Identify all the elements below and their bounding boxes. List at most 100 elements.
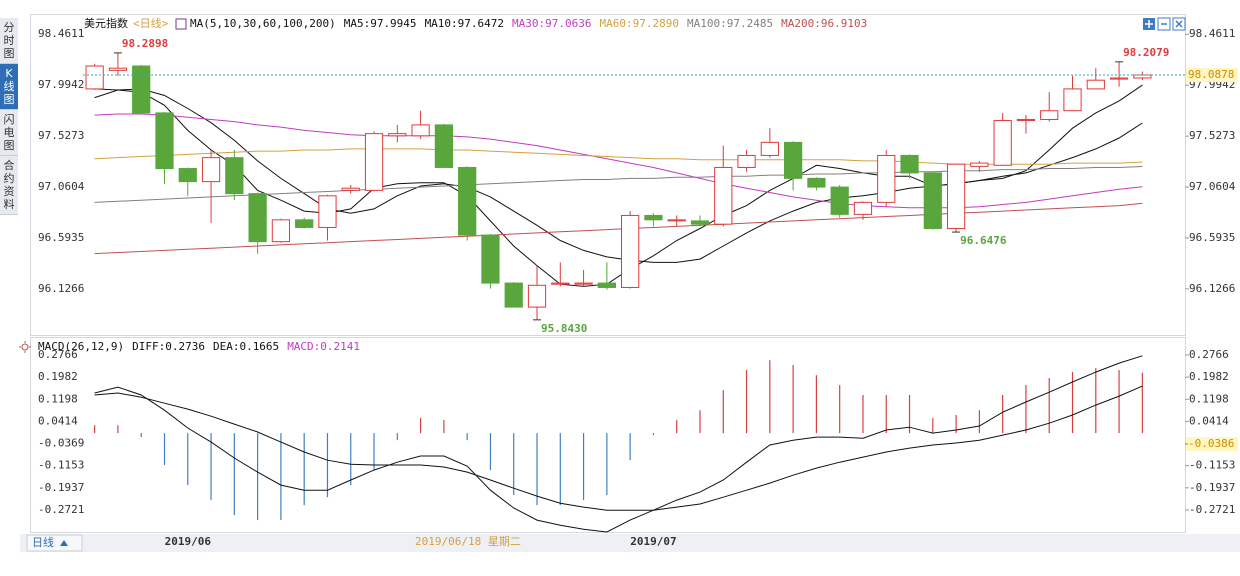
sidebar-tab[interactable]: 闪电图 <box>0 110 18 156</box>
y2-tick-label: 0.0414 <box>1189 414 1229 427</box>
ma-line <box>94 385 1143 511</box>
candle-body <box>923 172 942 230</box>
cursor-value-label: -0.0386 <box>1188 437 1234 450</box>
y2-tick-label: 0.2766 <box>1189 348 1229 361</box>
chart-subtitle: <日线> <box>133 16 169 30</box>
main-frame <box>30 14 1186 336</box>
candle-body <box>295 219 314 228</box>
candle-body <box>1133 74 1152 79</box>
candle-body <box>900 154 919 174</box>
ma-line <box>94 88 1143 263</box>
cursor-date: 2019/06/18 星期二 <box>415 535 521 548</box>
ma-line <box>94 355 1143 533</box>
ma-line <box>94 148 1143 165</box>
y2-tick-label: 97.5273 <box>1189 129 1235 142</box>
y-tick-label: 96.5935 <box>38 231 84 244</box>
legend-entry: MACD:0.2141 <box>287 340 360 353</box>
ma-settings-icon[interactable] <box>175 18 187 30</box>
cursor-value-box <box>1186 437 1238 452</box>
y-tick-label: 97.5273 <box>38 129 84 142</box>
candle-body <box>411 124 430 137</box>
y-tick-label: 0.1982 <box>38 370 78 383</box>
extreme-label: 98.2079 <box>1123 46 1169 59</box>
candle-body <box>1040 110 1059 120</box>
ma-line <box>94 113 1143 209</box>
ma-line <box>94 166 1143 203</box>
y2-tick-label: -0.2721 <box>1189 503 1235 516</box>
candle-body <box>993 120 1012 166</box>
legend-entry: MA30:97.0636 <box>512 17 591 30</box>
extreme-label: 96.6476 <box>960 234 1007 247</box>
candle-body <box>1109 77 1129 80</box>
period-button-label[interactable]: 日线 <box>32 535 54 549</box>
candle-body <box>690 220 710 225</box>
y2-tick-label: -0.1937 <box>1189 481 1235 494</box>
y-tick-label: -0.1937 <box>38 481 84 494</box>
candle-body <box>388 133 407 137</box>
candle-body <box>341 187 360 191</box>
candle-body <box>85 65 104 90</box>
y-tick-label: 0.2766 <box>38 348 78 361</box>
candle-body <box>621 214 640 288</box>
y2-tick-label: 97.0604 <box>1189 180 1236 193</box>
candle-body <box>644 214 663 221</box>
candle-body <box>201 157 221 183</box>
candle-body <box>760 141 779 156</box>
last-price-box <box>1186 67 1238 82</box>
y-tick-label: 96.1266 <box>38 282 84 295</box>
y2-tick-label: 96.1266 <box>1189 282 1235 295</box>
y2-tick-label: 98.4611 <box>1189 27 1235 40</box>
y2-tick-label: -0.1153 <box>1189 459 1235 472</box>
candle-body <box>1016 118 1036 122</box>
y2-tick-label: 96.5935 <box>1189 231 1235 244</box>
candle-body <box>132 65 151 114</box>
expand-icon <box>1145 20 1153 28</box>
ma-line <box>94 202 1143 255</box>
legend-entry: DIFF:0.2736 <box>132 340 205 353</box>
ma-label: MA(5,10,30,60,100,200) <box>190 17 336 30</box>
sidebar-tab[interactable]: K线图 <box>0 64 18 110</box>
y-tick-label: -0.0369 <box>38 437 84 450</box>
macd-title: MACD(26,12,9) <box>38 340 124 353</box>
y2-tick-label: 0.1982 <box>1189 370 1229 383</box>
candle-body <box>271 219 291 243</box>
candle-body <box>737 154 756 168</box>
candle-body <box>667 219 686 222</box>
sidebar-tab[interactable]: 分时图 <box>0 18 18 64</box>
x-axis-strip <box>20 534 1240 552</box>
candle-body <box>714 166 733 225</box>
y-tick-label: -0.2721 <box>38 503 84 516</box>
candle-body <box>551 282 570 285</box>
candle-body <box>248 193 267 243</box>
candle-body <box>527 284 547 308</box>
candle-body <box>318 195 337 228</box>
legend-entry: MA10:97.6472 <box>425 17 504 30</box>
candle-body <box>1086 79 1105 90</box>
candle-body <box>877 154 896 203</box>
sidebar: 分时图 K线图 闪电图 合约资料 <box>0 18 18 215</box>
last-price-label: 98.0878 <box>1188 68 1234 81</box>
extreme-label: 98.2898 <box>122 37 168 50</box>
legend-entry: MA200:96.9103 <box>781 17 867 30</box>
candle-body <box>830 186 849 215</box>
sidebar-tab[interactable]: 合约资料 <box>0 156 18 215</box>
candle-body <box>853 201 873 215</box>
candle-body <box>1063 88 1082 112</box>
candle-body <box>108 67 128 71</box>
candle-body <box>178 168 197 183</box>
legend-entry: MA100:97.2485 <box>687 17 773 30</box>
legend-entry: MA5:97.9945 <box>344 17 417 30</box>
crosshair-icon <box>19 341 31 353</box>
period-button[interactable] <box>26 534 83 552</box>
y-tick-label: 97.9942 <box>38 78 84 91</box>
close-icon <box>1175 20 1183 28</box>
candle-body <box>574 282 593 285</box>
toolbar[interactable] <box>1143 17 1186 31</box>
chart-title: 美元指数 <box>84 16 128 30</box>
candle-body <box>458 166 477 236</box>
period-button-arrow <box>60 540 68 546</box>
candle-body <box>504 282 523 308</box>
x-tick-label: 2019/06 <box>165 535 212 548</box>
candle-body <box>434 124 453 168</box>
